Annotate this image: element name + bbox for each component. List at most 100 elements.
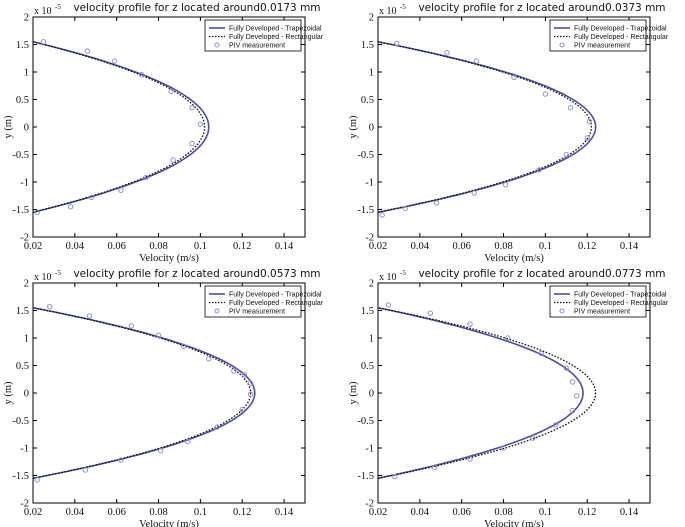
y-tick-label: 1 [369, 334, 374, 345]
legend-swatch-piv [559, 308, 565, 314]
x-tick-label: 0.08 [149, 507, 167, 518]
piv-point [574, 393, 580, 399]
piv-point [241, 372, 248, 378]
y-tick-label: 0.5 [361, 361, 374, 372]
piv-point [500, 445, 507, 451]
piv-point [155, 332, 162, 338]
x-tick-label: 0.04 [411, 241, 430, 252]
legend-box [549, 285, 647, 318]
plot-frame [377, 282, 651, 504]
y-tick-label: 1.5 [361, 40, 374, 51]
piv-point [444, 50, 450, 56]
y-tick-label: -2 [365, 499, 374, 510]
piv-point [563, 151, 570, 158]
piv-point [394, 40, 400, 47]
y-tick-label: 1.5 [16, 306, 29, 317]
y-axis-label: y (m) [3, 381, 14, 405]
piv-point [82, 467, 89, 473]
y-tick-label: 0 [24, 123, 29, 134]
legend-label: PIV measurement [574, 309, 630, 316]
y-tick-label: -0.5 [357, 416, 374, 427]
y-tick-label: -1 [365, 178, 374, 189]
y-tick-label: -1.5 [357, 471, 374, 482]
y-tick-label: 2 [369, 13, 374, 24]
y-tick-label: -2 [365, 233, 374, 244]
y-tick-label: 2 [24, 13, 29, 24]
piv-point [473, 58, 480, 64]
piv-point [379, 212, 385, 218]
x-tick-label: 0.1 [194, 241, 207, 252]
piv-point [569, 379, 576, 385]
series-rectangular-line [33, 41, 206, 213]
x-tick-label: 0.04 [411, 507, 430, 518]
piv-point [197, 121, 204, 127]
chart-panel-2: velocity profile for z located around0.0… [348, 2, 669, 264]
legend-label: PIV measurement [229, 43, 285, 50]
piv-point [427, 310, 434, 316]
piv-point [143, 174, 149, 181]
piv-point [168, 88, 174, 94]
y-tick-label: -1.5 [12, 205, 29, 216]
y-scale-factor: x 10 [379, 272, 397, 283]
legend-label: Fully Developed - Rectangular [229, 34, 324, 41]
piv-point [530, 435, 536, 441]
series-trapezoidal-line [33, 41, 210, 214]
piv-point [170, 157, 176, 163]
piv-point [502, 182, 509, 188]
piv-point [586, 118, 593, 125]
plot-frame [32, 282, 306, 504]
series-trapezoidal-line [378, 307, 584, 480]
piv-point [67, 204, 74, 210]
piv-point [471, 190, 477, 196]
legend-swatch-piv [214, 42, 220, 48]
x-tick-label: 0.06 [453, 507, 471, 518]
piv-point [467, 321, 473, 327]
legend-label: Fully Developed - Trapezoidal [574, 292, 667, 299]
x-tick-label: 0.12 [233, 241, 251, 252]
y-tick-label: -1 [20, 444, 29, 455]
y-axis-label: y (m) [348, 115, 359, 139]
x-axis-label: Velocity (m/s) [139, 253, 199, 264]
y-tick-label: -0.5 [12, 150, 29, 161]
x-tick-label: 0.04 [66, 241, 85, 252]
y-axis-label: y (m) [348, 381, 359, 405]
y-tick-label: 2 [24, 279, 29, 290]
series-rectangular-line [378, 41, 593, 213]
piv-point [536, 167, 542, 173]
y-tick-label: -2 [20, 499, 29, 510]
chart-title: velocity profile for z located around0.0… [418, 268, 665, 280]
piv-point [563, 365, 570, 371]
piv-point [88, 194, 95, 201]
legend-label: Fully Developed - Trapezoidal [229, 26, 322, 33]
x-tick-label: 0.12 [578, 507, 596, 518]
piv-point [247, 380, 254, 386]
x-tick-label: 0.1 [539, 507, 552, 518]
legend-label: Fully Developed - Rectangular [574, 300, 669, 307]
piv-point [40, 39, 47, 45]
legend-swatch-piv [214, 308, 220, 314]
y-scale-exponent: -5 [55, 3, 61, 11]
chart-panel-1: velocity profile for z located around0.0… [3, 2, 324, 264]
y-tick-label: 0 [369, 389, 374, 400]
y-tick-label: -1 [365, 444, 374, 455]
y-tick-label: -2 [20, 233, 29, 244]
piv-point [247, 391, 254, 397]
x-tick-label: 0.02 [24, 507, 42, 518]
x-axis-label: Velocity (m/s) [484, 253, 544, 264]
piv-point [584, 135, 590, 141]
x-tick-label: 0.14 [620, 241, 639, 252]
x-tick-label: 0.14 [275, 241, 294, 252]
y-tick-label: 1 [369, 68, 374, 79]
piv-point [505, 335, 511, 341]
y-tick-label: 0 [369, 123, 374, 134]
y-tick-label: 1.5 [16, 40, 29, 51]
x-tick-label: 0.14 [275, 507, 294, 518]
x-tick-label: 0.06 [108, 507, 126, 518]
piv-point [118, 457, 124, 463]
piv-point [118, 187, 124, 193]
y-tick-label: -1 [20, 178, 29, 189]
